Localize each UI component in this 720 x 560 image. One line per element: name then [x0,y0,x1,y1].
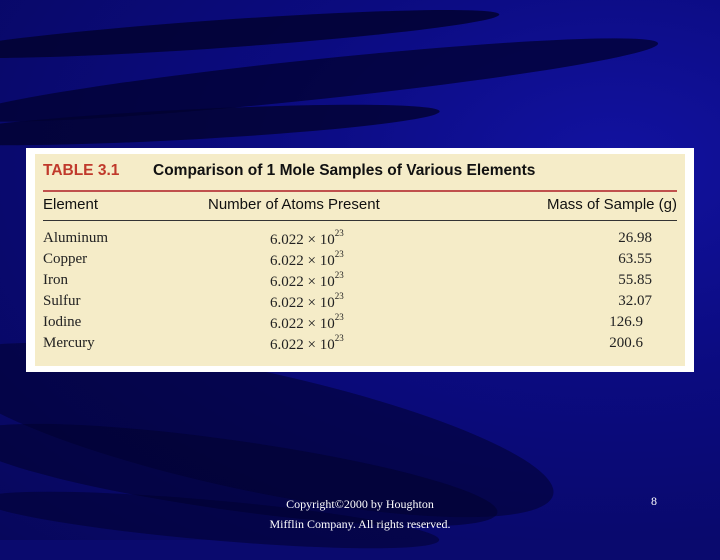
element-name: Mercury [43,335,95,351]
atom-count: 6.022 × 1023 [270,228,344,248]
column-header-mass: Mass of Sample (g) [546,196,677,213]
atom-count: 6.022 × 1023 [270,249,344,269]
sample-mass: 55.85 [618,272,652,288]
table-caption: TABLE 3.1 Comparison of 1 Mole Samples o… [43,162,677,192]
table-panel: TABLE 3.1 Comparison of 1 Mole Samples o… [35,154,685,366]
table-row: Aluminum 6.022 × 1023 26.98 [43,228,677,251]
table-row: Iron 6.022 × 1023 55.85 [43,270,677,293]
column-header-atoms: Number of Atoms Present [208,196,380,213]
table-header-row: Element Number of Atoms Present Mass of … [43,196,677,221]
table-number: TABLE 3.1 [43,162,120,179]
sample-mass: 26.98 [618,230,652,246]
copyright-notice: Copyright©2000 by Houghton Mifflin Compa… [250,494,470,534]
table-body: Aluminum 6.022 × 1023 26.98 Copper 6.022… [43,228,677,356]
copyright-line: Mifflin Company. All rights reserved. [269,517,451,531]
sample-mass: 200.6 [609,335,643,351]
atom-count: 6.022 × 1023 [270,291,344,311]
table-row: Copper 6.022 × 1023 63.55 [43,249,677,272]
table-row: Sulfur 6.022 × 1023 32.07 [43,291,677,314]
atom-count: 6.022 × 1023 [270,312,344,332]
table-figure: TABLE 3.1 Comparison of 1 Mole Samples o… [26,148,694,372]
element-name: Copper [43,251,88,267]
sample-mass: 32.07 [618,293,652,309]
atom-count: 6.022 × 1023 [270,333,344,353]
table-title: Comparison of 1 Mole Samples of Various … [153,162,536,179]
table-row: Mercury 6.022 × 1023 200.6 [43,333,677,356]
table-row: Iodine 6.022 × 1023 126.9 [43,312,677,335]
element-name: Iron [43,272,68,288]
copyright-line: Copyright©2000 by Houghton [286,497,434,511]
element-name: Aluminum [43,230,109,246]
page-number: 8 [651,494,657,508]
sample-mass: 126.9 [609,314,643,330]
column-header-element: Element [43,196,99,213]
atom-count: 6.022 × 1023 [270,270,344,290]
sample-mass: 63.55 [618,251,652,267]
element-name: Iodine [43,314,82,330]
element-name: Sulfur [43,293,81,309]
